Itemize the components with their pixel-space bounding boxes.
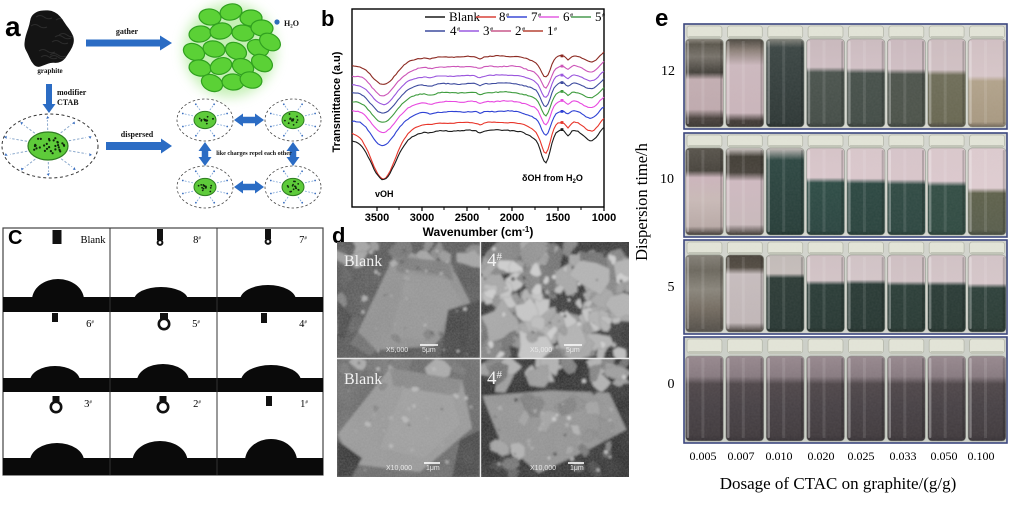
svg-text:7: 7	[531, 9, 538, 24]
svg-text:#: #	[506, 13, 509, 19]
svg-text:6: 6	[563, 9, 570, 24]
svg-text:0.010: 0.010	[766, 449, 793, 463]
svg-text:3: 3	[483, 23, 490, 38]
svg-text:#: #	[457, 27, 460, 33]
svg-text:2500: 2500	[455, 212, 479, 224]
svg-text:0.050: 0.050	[931, 449, 958, 463]
svg-text:1#: 1#	[300, 399, 308, 410]
svg-text:a: a	[5, 11, 21, 42]
svg-text:#: #	[490, 27, 493, 33]
svg-text:Blank: Blank	[344, 371, 382, 388]
svg-text:1: 1	[547, 23, 554, 38]
svg-text:5μm: 5μm	[422, 347, 436, 354]
svg-text:0.025: 0.025	[848, 449, 875, 463]
svg-text:CTAB: CTAB	[57, 98, 79, 107]
svg-text:2000: 2000	[500, 212, 524, 224]
svg-text:0.020: 0.020	[808, 449, 835, 463]
svg-text:dispersed: dispersed	[121, 130, 154, 139]
svg-text:X5,000: X5,000	[386, 347, 408, 354]
svg-text:3#: 3#	[84, 399, 92, 410]
svg-text:e: e	[655, 5, 668, 32]
svg-text:2: 2	[515, 23, 522, 38]
svg-text:0.100: 0.100	[968, 449, 995, 463]
svg-text:5: 5	[595, 9, 602, 24]
svg-text:like charges repel each other: like charges repel each other	[216, 150, 292, 157]
svg-text:1μm: 1μm	[426, 465, 440, 472]
svg-text:8#: 8#	[193, 235, 201, 246]
svg-text:5#: 5#	[192, 319, 200, 330]
svg-text:2#: 2#	[193, 399, 201, 410]
svg-text:1500: 1500	[546, 212, 570, 224]
svg-text:#: #	[570, 13, 573, 19]
svg-text:#: #	[522, 27, 525, 33]
svg-text:4#: 4#	[299, 319, 307, 330]
svg-text:7#: 7#	[299, 235, 307, 246]
svg-text:0.005: 0.005	[690, 449, 717, 463]
svg-text:5μm: 5μm	[566, 347, 580, 354]
svg-text:#: #	[538, 13, 541, 19]
svg-text:Dispersion time/h: Dispersion time/h	[632, 142, 651, 261]
svg-text:modifier: modifier	[57, 88, 87, 97]
svg-text:Blank: Blank	[449, 9, 481, 24]
svg-text:#: #	[554, 27, 557, 33]
svg-text:10: 10	[660, 172, 674, 187]
svg-text:0.033: 0.033	[890, 449, 917, 463]
svg-text:δOH from H2O: δOH from H2O	[522, 173, 583, 185]
svg-text:12: 12	[661, 64, 675, 79]
svg-text:Dosage of CTAC on graphite/(g/: Dosage of CTAC on graphite/(g/g)	[720, 474, 957, 493]
svg-text:0: 0	[668, 377, 675, 392]
svg-text:X10,000: X10,000	[530, 465, 556, 472]
svg-text:6#: 6#	[86, 319, 94, 330]
svg-text:graphite: graphite	[37, 67, 62, 75]
svg-text:X5,000: X5,000	[530, 347, 552, 354]
svg-text:Blank: Blank	[80, 235, 106, 246]
svg-text:b: b	[321, 6, 334, 31]
svg-text:C: C	[8, 227, 22, 249]
svg-text:#: #	[602, 13, 605, 19]
svg-text:1μm: 1μm	[570, 465, 584, 472]
svg-text:3000: 3000	[410, 212, 434, 224]
svg-text:8: 8	[499, 9, 506, 24]
svg-text:4: 4	[450, 23, 457, 38]
svg-text:3500: 3500	[365, 212, 389, 224]
svg-text:5: 5	[668, 280, 675, 295]
svg-text:H2O: H2O	[284, 19, 299, 30]
svg-text:gather: gather	[116, 27, 139, 36]
svg-text:Transmittance (a.u): Transmittance (a.u)	[331, 51, 343, 152]
svg-text:vOH: vOH	[375, 189, 394, 199]
svg-text:1000: 1000	[592, 212, 616, 224]
svg-text:X10,000: X10,000	[386, 465, 412, 472]
svg-text:Blank: Blank	[344, 253, 382, 270]
svg-text:0.007: 0.007	[728, 449, 755, 463]
svg-text:Wavenumber (cm-1): Wavenumber (cm-1)	[423, 225, 534, 239]
svg-text:d: d	[332, 223, 345, 248]
